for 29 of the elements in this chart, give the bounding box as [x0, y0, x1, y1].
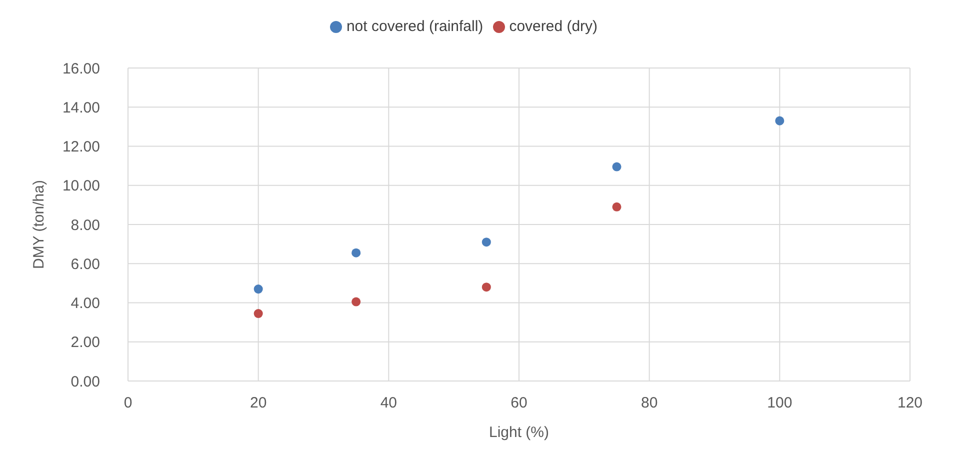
- y-tick-label: 10.00: [62, 178, 100, 195]
- x-tick-label: 100: [767, 394, 792, 412]
- y-tick-label: 14.00: [62, 99, 100, 116]
- y-tick-label: 16.00: [62, 60, 100, 78]
- x-tick-label: 0: [124, 394, 132, 412]
- x-tick-label: 20: [250, 394, 267, 412]
- x-tick-label: 80: [640, 394, 658, 412]
- y-tick-label: 6.00: [70, 256, 100, 273]
- x-tick-label: 60: [510, 394, 528, 412]
- point: [254, 284, 263, 294]
- y-tick-label: 0.00: [70, 373, 100, 390]
- y-tick-label: 12.00: [62, 138, 100, 156]
- y-axis-title: DMY (ton/ha): [30, 180, 48, 269]
- point: [482, 282, 491, 292]
- legend-label: not covered (rainfall): [346, 18, 484, 35]
- point: [482, 238, 491, 247]
- point: [775, 116, 784, 126]
- x-tick-label: 120: [897, 394, 923, 412]
- point: [254, 309, 263, 318]
- point: [612, 202, 622, 212]
- x-axis-title: Light (%): [488, 424, 550, 441]
- legend-label: covered (dry): [509, 18, 598, 35]
- point: [352, 297, 361, 306]
- x-tick-label: 40: [380, 394, 398, 412]
- y-tick-label: 8.00: [70, 216, 100, 234]
- point: [352, 248, 361, 258]
- y-tick-label: 2.00: [70, 334, 100, 352]
- point: [612, 162, 622, 172]
- y-tick-label: 4.00: [70, 295, 100, 312]
